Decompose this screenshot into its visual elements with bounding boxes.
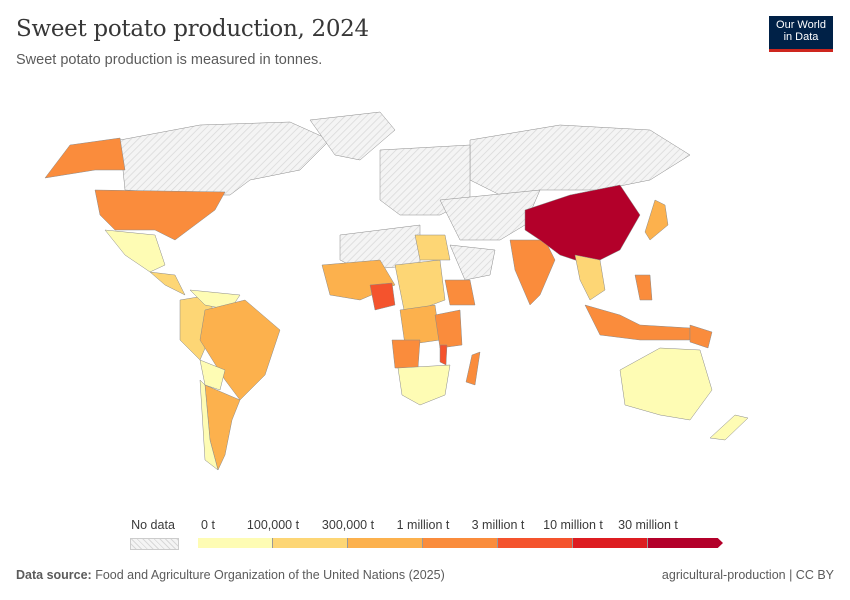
country-australia[interactable] [619,347,713,421]
legend-no-data-swatch[interactable] [130,538,179,550]
country-drc[interactable] [399,304,441,346]
country-new-zealand[interactable] [709,414,749,441]
country-central-america[interactable] [149,271,186,296]
country-tanzania[interactable] [434,309,463,349]
footer-license[interactable]: agricultural-production | CC BY [661,568,834,582]
owid-logo[interactable]: Our World in Data [769,16,833,52]
legend-bin-swatch[interactable] [423,538,498,548]
logo-text-line1: Our World [776,19,826,31]
country-india[interactable] [509,239,556,306]
source-label: Data source: [16,568,92,582]
legend-tick-label: 30 million t [618,518,678,532]
country-central-africa[interactable] [394,259,446,316]
legend-tick-label: 10 million t [543,518,603,532]
legend-bin-swatch[interactable] [573,538,648,548]
legend-bin-swatch[interactable] [498,538,573,548]
country-malawi[interactable] [439,344,448,366]
country-angola[interactable] [391,339,421,369]
chart-subtitle: Sweet potato production is measured in t… [16,52,323,68]
legend-bin-swatch[interactable] [348,538,423,548]
legend-tick-label: 300,000 t [321,518,375,532]
footer-source: Data source: Food and Agriculture Organi… [16,568,445,582]
country-southern-africa[interactable] [397,364,451,406]
region-north-africa[interactable] [339,224,421,271]
world-map [44,111,749,471]
country-japan[interactable] [644,199,669,241]
country-ethiopia[interactable] [444,279,476,306]
legend-tick-label: 3 million t [471,518,525,532]
country-china[interactable] [524,184,641,266]
country-brazil[interactable] [199,299,281,401]
country-papua-new-guinea[interactable] [689,324,713,349]
country-egypt[interactable] [414,234,451,261]
chart-title: Sweet potato production, 2024 [16,16,369,42]
country-southeast-asia[interactable] [574,254,606,301]
legend-tick-label: 0 t [201,518,215,532]
legend-no-data-label: No data [131,518,175,532]
country-usa[interactable] [94,189,226,241]
country-chile[interactable] [199,379,219,471]
legend-bin-swatch[interactable] [273,538,348,548]
region-arabia[interactable] [449,244,496,281]
legend-bin-swatch[interactable] [198,538,273,548]
source-text[interactable]: Food and Agriculture Organization of the… [95,568,445,582]
country-mexico[interactable] [104,229,166,273]
region-greenland[interactable] [309,111,396,161]
country-philippines[interactable] [634,274,653,301]
legend-bin-swatch[interactable] [648,538,723,548]
country-alaska-usa[interactable] [44,137,126,179]
region-canada[interactable] [119,121,331,196]
map-legend: No data 0 t 100,000 t 300,000 t 1 million t… [128,518,728,558]
legend-tick-label: 1 million t [396,518,450,532]
region-europe[interactable] [379,144,471,216]
logo-text-line2: in Data [783,31,819,43]
country-bolivia[interactable] [199,359,226,391]
region-russia[interactable] [469,124,691,196]
country-nigeria[interactable] [369,282,396,311]
country-indonesia[interactable] [584,304,691,341]
legend-tick-label: 100,000 t [246,518,300,532]
country-madagascar[interactable] [465,351,481,386]
region-central-asia[interactable] [439,189,541,241]
